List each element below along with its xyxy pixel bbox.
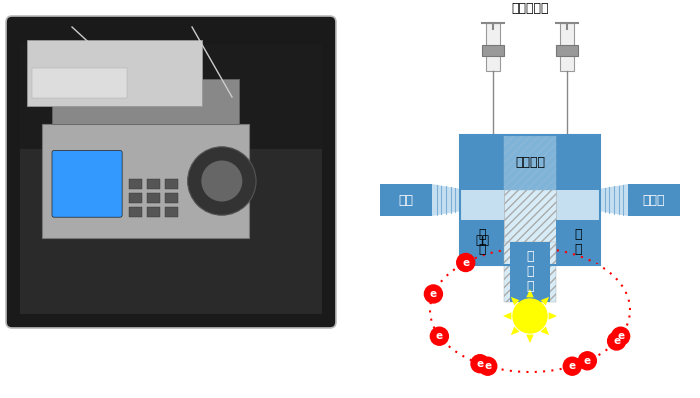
Bar <box>460 135 600 265</box>
Bar <box>129 179 142 189</box>
Polygon shape <box>511 297 519 305</box>
Bar <box>32 68 127 98</box>
Circle shape <box>456 254 475 271</box>
Text: e: e <box>430 289 437 299</box>
Circle shape <box>424 285 442 303</box>
Bar <box>52 79 239 124</box>
Bar <box>164 207 178 217</box>
Bar <box>20 44 322 149</box>
Bar <box>380 184 432 216</box>
Text: 导电离子: 导电离子 <box>515 156 545 169</box>
Bar <box>486 23 500 71</box>
Text: 电
解
质: 电 解 质 <box>526 250 533 293</box>
Polygon shape <box>526 335 533 343</box>
Bar <box>129 207 142 217</box>
Bar <box>460 220 504 265</box>
Bar <box>27 40 202 106</box>
Circle shape <box>608 332 626 350</box>
Circle shape <box>612 327 629 345</box>
Bar <box>147 193 160 203</box>
Bar <box>20 149 322 314</box>
Text: 阴
极: 阴 极 <box>574 228 582 256</box>
Polygon shape <box>503 312 512 320</box>
Circle shape <box>479 357 497 375</box>
Circle shape <box>188 147 256 215</box>
Circle shape <box>578 352 596 370</box>
Bar <box>556 220 600 265</box>
Polygon shape <box>540 326 549 335</box>
Bar <box>556 45 578 56</box>
Text: 阳
极: 阳 极 <box>478 228 486 256</box>
Bar <box>42 124 248 238</box>
FancyBboxPatch shape <box>6 16 336 328</box>
Bar <box>504 242 556 302</box>
Polygon shape <box>540 297 549 305</box>
FancyBboxPatch shape <box>52 150 122 217</box>
Bar <box>460 135 600 189</box>
Text: 氧化剂: 氧化剂 <box>643 193 665 207</box>
Polygon shape <box>549 312 557 320</box>
Text: 阳极: 阳极 <box>475 234 489 247</box>
Polygon shape <box>526 289 533 297</box>
Text: e: e <box>613 336 620 346</box>
Bar <box>164 193 178 203</box>
Bar <box>460 135 600 265</box>
Text: e: e <box>584 356 591 366</box>
Bar <box>129 193 142 203</box>
Text: 注入电解液: 注入电解液 <box>511 2 549 15</box>
Bar <box>147 207 160 217</box>
Circle shape <box>513 299 547 333</box>
Bar <box>164 179 178 189</box>
Text: e: e <box>568 361 576 371</box>
Circle shape <box>202 160 242 201</box>
Circle shape <box>430 327 449 345</box>
Polygon shape <box>511 326 519 335</box>
Bar <box>628 184 680 216</box>
Text: 燃料: 燃料 <box>398 193 414 207</box>
Bar <box>482 45 504 56</box>
Polygon shape <box>600 184 628 216</box>
Text: e: e <box>484 361 491 371</box>
Bar <box>510 242 550 302</box>
Bar <box>560 23 574 71</box>
Bar <box>510 242 550 302</box>
Bar <box>147 179 160 189</box>
Text: e: e <box>617 331 624 341</box>
Bar <box>504 135 556 265</box>
Text: e: e <box>436 331 443 341</box>
Circle shape <box>471 355 489 373</box>
Text: e: e <box>477 359 484 369</box>
Bar <box>504 135 556 189</box>
Text: e: e <box>462 258 469 267</box>
Polygon shape <box>432 184 460 216</box>
Circle shape <box>564 357 581 375</box>
